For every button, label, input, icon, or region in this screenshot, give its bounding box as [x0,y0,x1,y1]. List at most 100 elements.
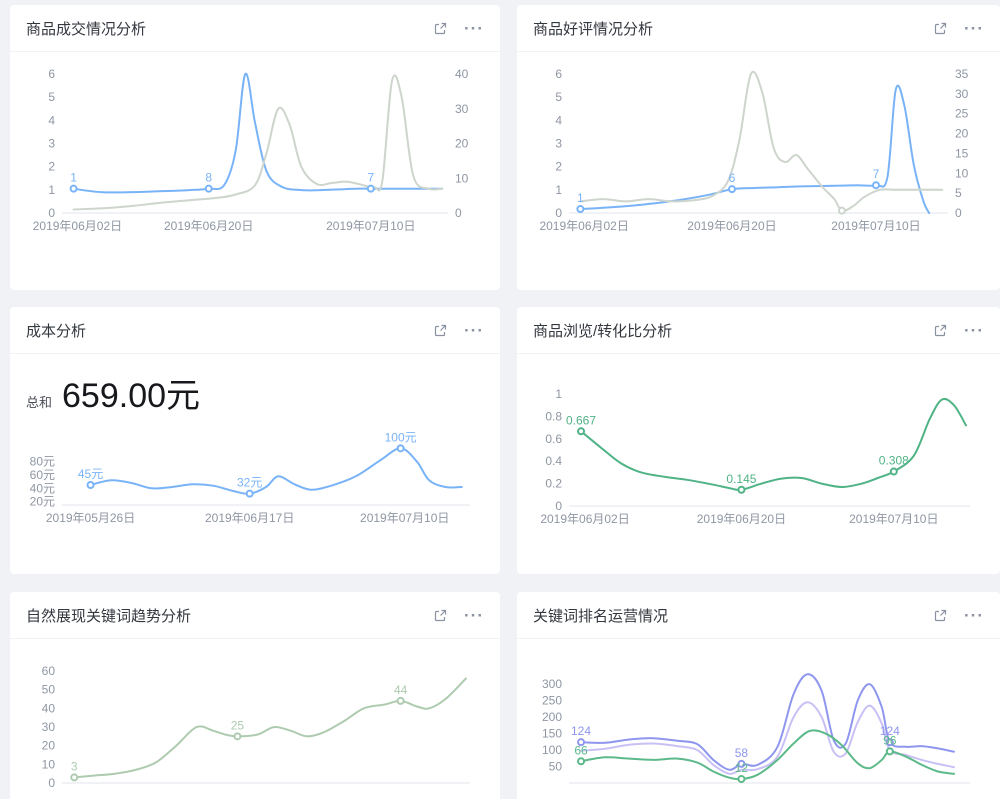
svg-text:5: 5 [555,90,562,104]
svg-text:30: 30 [42,720,56,734]
open-in-new-icon[interactable] [433,604,448,626]
svg-text:100元: 100元 [385,430,417,444]
card-header: 商品浏览/转化比分析 ··· [517,307,1000,354]
ellipsis-icon[interactable]: ··· [964,18,984,38]
card-keyword-trend: 自然展现关键词趋势分析 ··· 0 10 20 30 40 50 60 3 25 44 [10,592,500,799]
svg-text:0: 0 [955,206,962,220]
svg-text:0: 0 [48,776,55,790]
svg-text:250: 250 [542,694,562,708]
svg-text:2019年07月10日: 2019年07月10日 [831,219,920,233]
svg-text:2: 2 [48,160,55,174]
svg-text:2019年06月02日: 2019年06月02日 [539,219,628,233]
svg-text:50: 50 [549,760,563,774]
card-title: 商品浏览/转化比分析 [533,322,673,340]
svg-text:1: 1 [70,171,77,185]
svg-text:3: 3 [555,137,562,151]
card-keyword-rank: 关键词排名运营情况 ··· 50 100 150 200 250 300 124 58 124 6… [517,592,1000,799]
svg-text:4: 4 [48,113,55,127]
svg-text:25: 25 [955,107,969,121]
svg-text:0.145: 0.145 [726,472,756,486]
deal-line-chart: 0 1 2 3 4 5 6 0 10 20 30 40 2019年06月02日 2019年06月20日 20… [33,67,469,233]
svg-text:2: 2 [555,160,562,174]
svg-text:58: 58 [735,746,749,760]
svg-text:2019年07月10日: 2019年07月10日 [326,219,415,233]
svg-text:124: 124 [571,724,591,738]
ellipsis-icon[interactable]: ··· [964,605,984,625]
card-header: 关键词排名运营情况 ··· [517,592,1000,639]
svg-text:40: 40 [455,67,469,81]
open-in-new-icon[interactable] [933,604,948,626]
card-header: 自然展现关键词趋势分析 ··· [10,592,500,639]
svg-text:8: 8 [205,171,212,185]
svg-text:4: 4 [555,113,562,127]
svg-text:60元: 60元 [30,468,55,482]
card-title: 关键词排名运营情况 [533,607,669,625]
svg-text:0.6: 0.6 [545,432,562,446]
svg-text:25: 25 [231,718,245,732]
cost-total-stat: 总和 659.00元 [10,354,500,417]
open-in-new-icon[interactable] [433,17,448,39]
ellipsis-icon[interactable]: ··· [464,605,484,625]
svg-text:0: 0 [48,206,55,220]
svg-text:20元: 20元 [30,495,55,509]
svg-text:6: 6 [48,67,55,81]
svg-text:0: 0 [555,499,562,513]
svg-text:12: 12 [735,761,749,775]
svg-text:1: 1 [577,191,584,205]
card-title: 商品好评情况分析 [533,20,654,38]
svg-text:6: 6 [555,67,562,81]
card-title: 自然展现关键词趋势分析 [26,607,192,625]
ellipsis-icon[interactable]: ··· [464,320,484,340]
card-header: 商品成交情况分析 ··· [10,5,500,52]
keyword-trend-line-chart: 0 10 20 30 40 50 60 3 25 44 [42,664,470,790]
svg-text:2019年05月26日: 2019年05月26日 [46,511,135,525]
svg-text:2019年06月20日: 2019年06月20日 [164,219,253,233]
svg-text:2019年06月02日: 2019年06月02日 [33,219,122,233]
svg-text:15: 15 [955,146,969,160]
svg-text:0.8: 0.8 [545,409,562,423]
open-in-new-icon[interactable] [933,319,948,341]
svg-text:0.667: 0.667 [566,413,596,427]
svg-text:100: 100 [542,743,562,757]
ellipsis-icon[interactable]: ··· [964,320,984,340]
svg-text:96: 96 [883,733,897,747]
svg-text:10: 10 [42,757,56,771]
svg-text:1: 1 [48,183,55,197]
ellipsis-icon[interactable]: ··· [464,18,484,38]
svg-text:300: 300 [542,677,562,691]
svg-text:66: 66 [574,743,588,757]
svg-text:2019年06月20日: 2019年06月20日 [687,219,776,233]
svg-text:1: 1 [555,387,562,401]
svg-text:30: 30 [455,102,469,116]
svg-text:150: 150 [542,727,562,741]
svg-text:6: 6 [729,171,736,185]
svg-text:5: 5 [48,90,55,104]
card-header: 成本分析 ··· [10,307,500,354]
open-in-new-icon[interactable] [933,17,948,39]
svg-text:3: 3 [48,137,55,151]
card-review-analysis: 商品好评情况分析 ··· 0 1 2 3 4 5 6 0 5 10 15 20 25 30 35 2019年0… [517,5,1000,290]
svg-text:0: 0 [455,206,462,220]
svg-text:0: 0 [555,206,562,220]
review-line-chart: 0 1 2 3 4 5 6 0 5 10 15 20 25 30 35 2019年06月02日 2019年06月… [539,67,969,233]
svg-text:124: 124 [880,724,900,738]
card-title: 成本分析 [26,322,87,340]
svg-text:10: 10 [455,171,469,185]
svg-text:2019年06月02日: 2019年06月02日 [540,512,629,526]
svg-text:5: 5 [955,186,962,200]
keyword-rank-line-chart: 50 100 150 200 250 300 124 58 124 66 12 96 [542,673,970,784]
svg-text:32元: 32元 [237,476,262,490]
open-in-new-icon[interactable] [433,319,448,341]
svg-text:0.308: 0.308 [879,454,909,468]
stat-value: 659.00元 [62,377,201,415]
svg-text:30: 30 [955,87,969,101]
card-conversion-analysis: 商品浏览/转化比分析 ··· 0 0.2 0.4 0.6 0.8 1 2019年06月02日… [517,307,1000,574]
svg-text:45元: 45元 [78,467,103,481]
card-title: 商品成交情况分析 [26,20,147,38]
svg-text:1: 1 [555,183,562,197]
card-deal-analysis: 商品成交情况分析 ··· 0 1 2 3 4 5 6 0 10 20 30 40 2019年06月02日… [10,5,500,290]
card-cost-analysis: 成本分析 ··· 总和 659.00元 20元 40元 60元 80元 2019年05月… [10,307,500,574]
svg-text:40元: 40元 [30,481,55,495]
